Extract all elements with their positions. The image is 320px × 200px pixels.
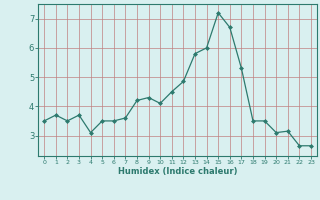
- X-axis label: Humidex (Indice chaleur): Humidex (Indice chaleur): [118, 167, 237, 176]
